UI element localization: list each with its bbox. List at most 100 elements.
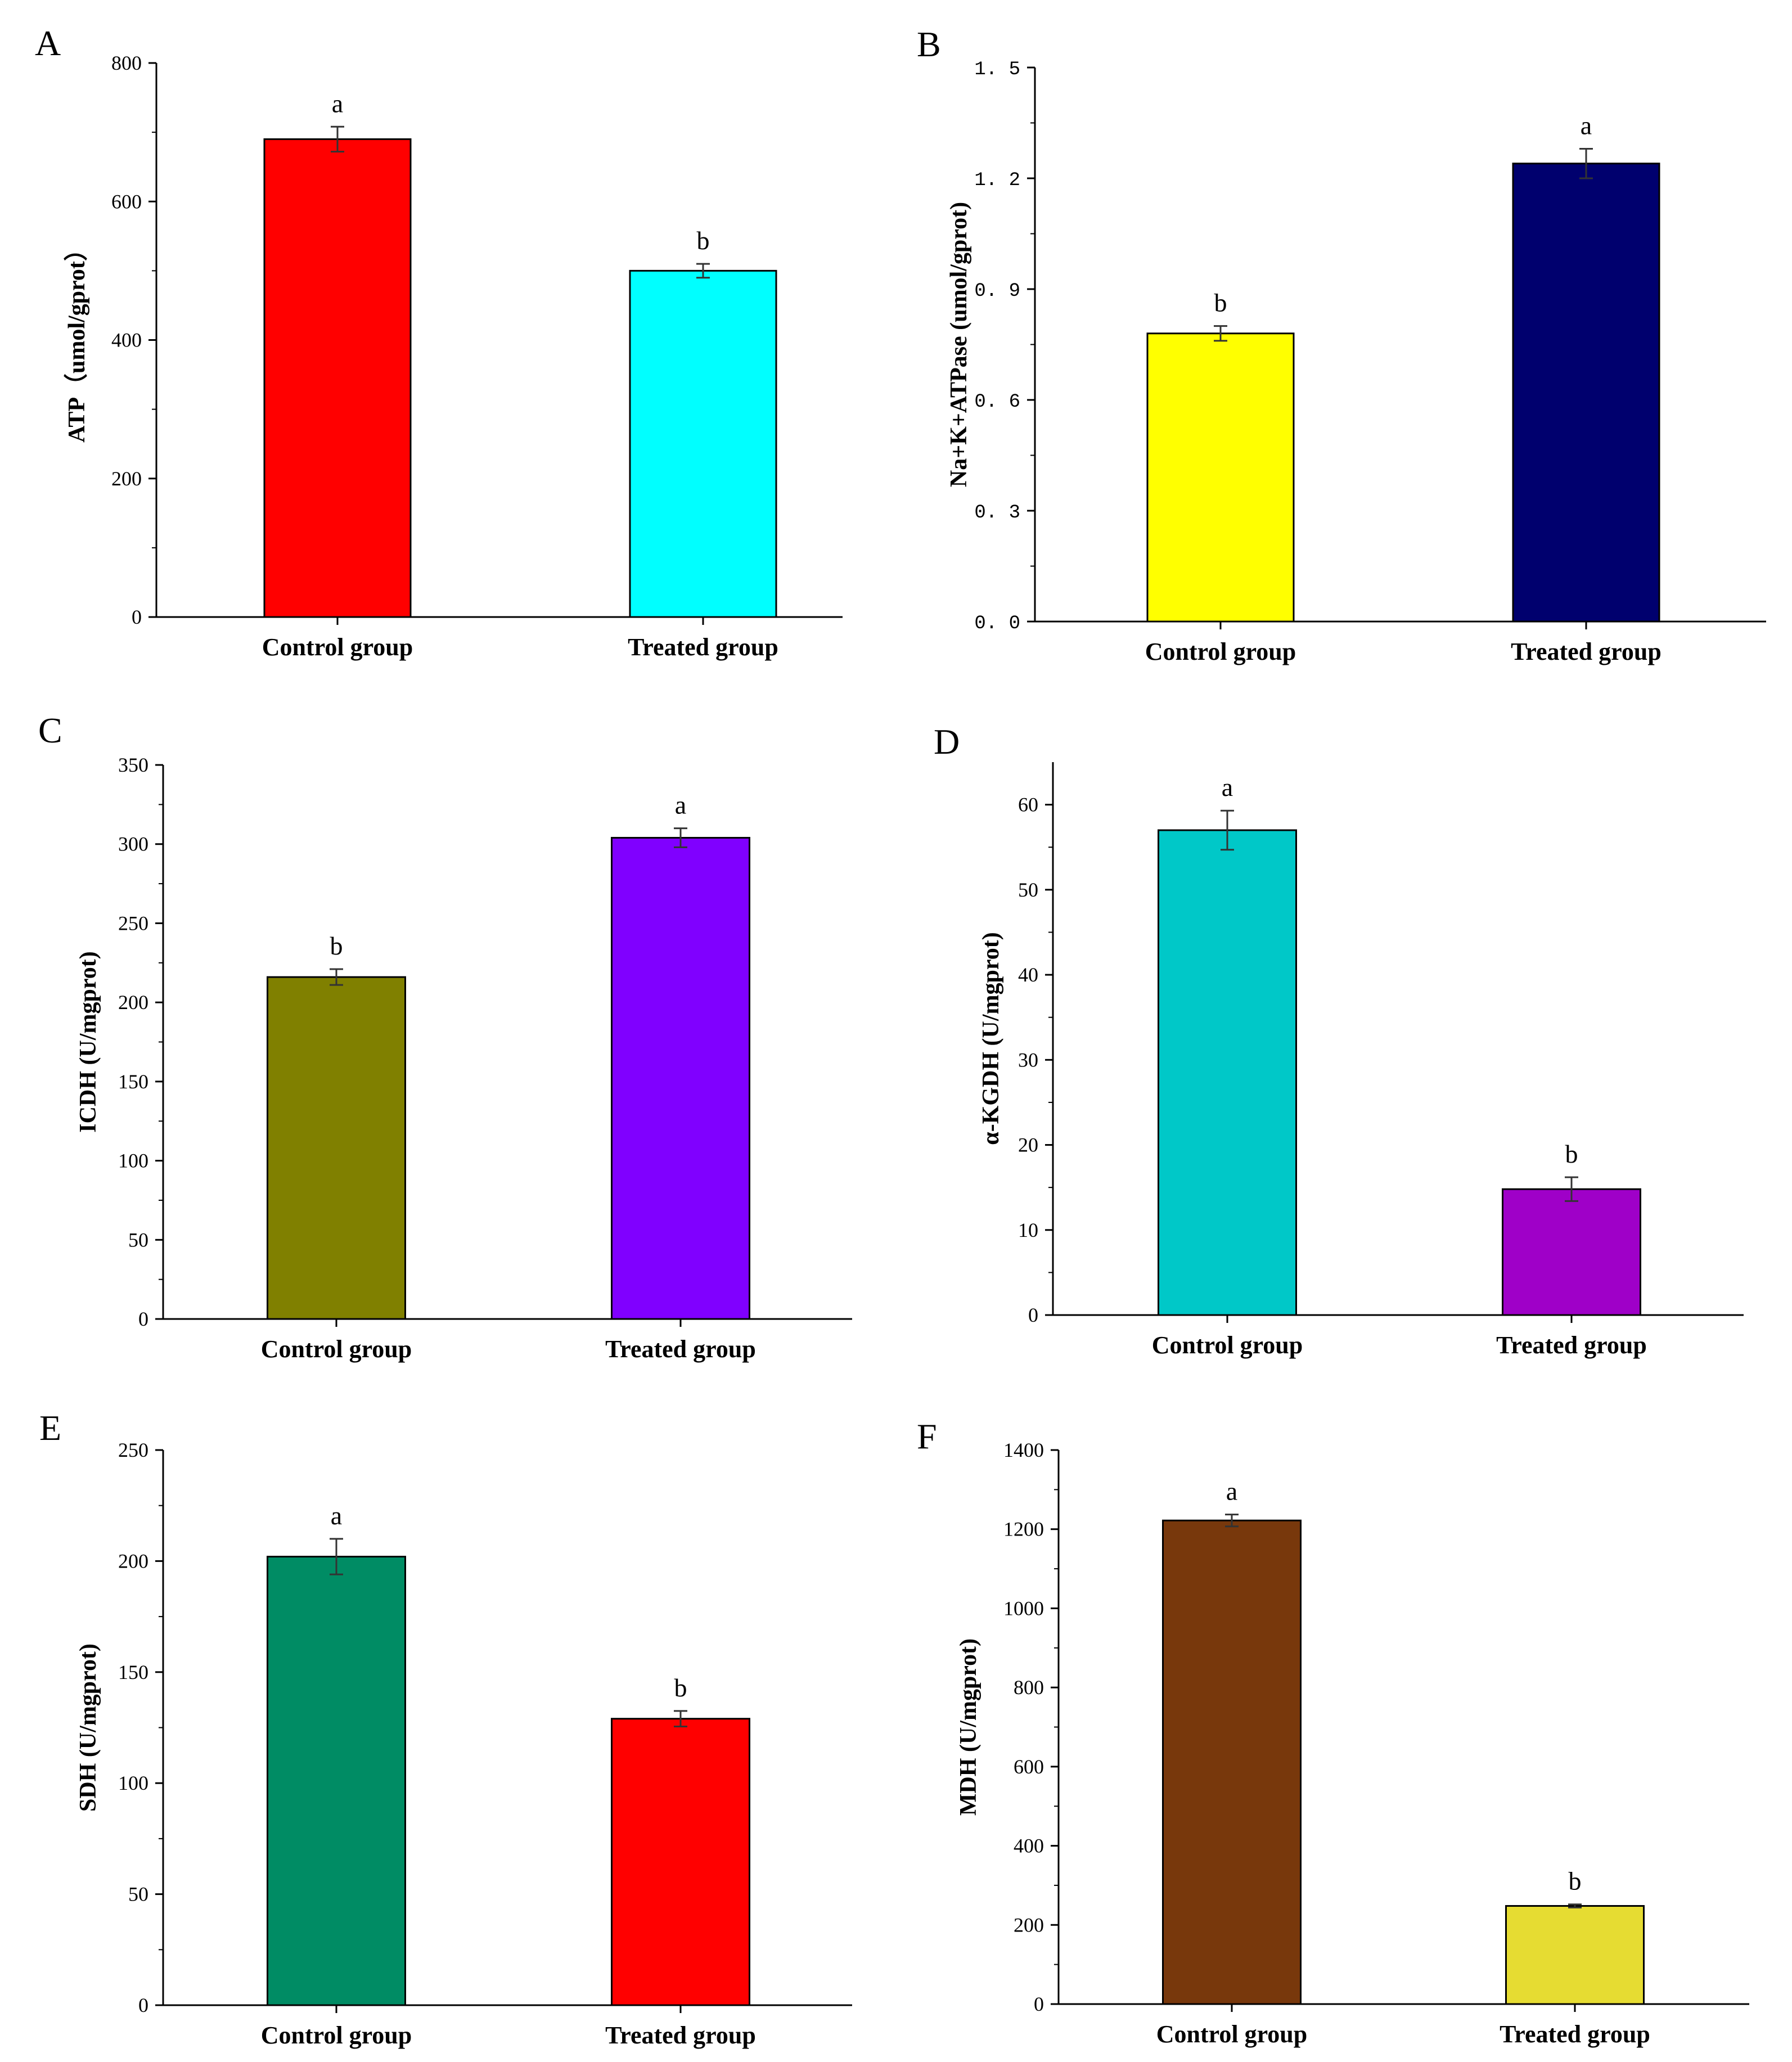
y-tick-label: 0: [138, 1994, 148, 2016]
error-bar: [674, 1710, 687, 1728]
y-tick-label: 150: [118, 1070, 148, 1093]
error-bar: [696, 263, 710, 279]
y-tick-label: 250: [118, 912, 148, 934]
y-tick-label: 0. 6: [974, 391, 1020, 413]
panel-letter: A: [35, 23, 61, 63]
significance-letter: a: [1222, 773, 1233, 802]
x-category-label: Control group: [1152, 1331, 1303, 1359]
y-tick-label: 600: [1014, 1755, 1044, 1778]
error-bar: [1225, 1514, 1239, 1528]
significance-letter: b: [674, 1673, 687, 1702]
error-bar: [1579, 147, 1593, 179]
y-tick-label: 200: [118, 991, 148, 1014]
y-tick-label: 250: [118, 1439, 148, 1461]
significance-letter: a: [1226, 1477, 1237, 1506]
y-tick-label: 1400: [1003, 1439, 1044, 1461]
y-tick-label: 0. 0: [974, 613, 1020, 634]
y-axis-title: Na+K+ATPase (umol/gprot): [946, 202, 972, 487]
y-tick-label: 400: [1014, 1835, 1044, 1857]
y-tick-label: 1. 5: [974, 59, 1020, 80]
bar-control: [1162, 1519, 1302, 2005]
error-bar: [330, 968, 343, 986]
y-tick-label: 30: [1018, 1048, 1038, 1071]
significance-letter: b: [1214, 289, 1227, 317]
x-category-label: Control group: [261, 1335, 412, 1363]
x-category-label: Treated group: [628, 633, 778, 661]
y-tick-label: 100: [118, 1772, 148, 1794]
panel-b: B 0. 0 0. 3 0. 6 0. 9 1. 2 1. 5 Na+K+ATPase (um…: [917, 24, 1766, 665]
panel-c: C 0 50 100 150 200 250 300 350 ICDH (U/mgprot) b Co…: [38, 710, 852, 1363]
y-axis-title: ICDH (U/mgprot): [75, 951, 101, 1132]
bar-control: [1146, 332, 1295, 623]
x-category-label: Control group: [1156, 2020, 1308, 2048]
y-tick-label: 50: [128, 1228, 148, 1251]
bar-treated: [629, 269, 777, 618]
y-tick-label: 10: [1018, 1219, 1038, 1241]
y-tick-label: 0. 9: [974, 281, 1020, 302]
error-bar: [674, 827, 687, 848]
y-tick-label: 60: [1018, 794, 1038, 816]
y-tick-label: 50: [1018, 879, 1038, 901]
significance-letter: a: [1581, 111, 1592, 139]
y-tick-label: 40: [1018, 964, 1038, 986]
y-tick-label: 0: [132, 606, 142, 628]
bar-treated: [611, 1718, 750, 2006]
panel-letter: C: [38, 710, 62, 750]
y-tick-label: 200: [118, 1550, 148, 1572]
x-category-label: Control group: [1145, 638, 1296, 665]
y-tick-label: 20: [1018, 1134, 1038, 1156]
significance-letter: b: [330, 931, 343, 960]
bar-treated: [1512, 163, 1660, 623]
bar-control: [267, 976, 406, 1320]
significance-letter: b: [1569, 1867, 1582, 1896]
panel-letter: F: [917, 1416, 937, 1456]
error-bar: [1565, 1176, 1578, 1202]
y-tick-label: 800: [1014, 1676, 1044, 1699]
y-tick-label: 150: [118, 1661, 148, 1683]
x-category-label: Treated group: [605, 2022, 756, 2049]
y-tick-label: 0: [1034, 1993, 1044, 2015]
y-tick-label: 1200: [1003, 1518, 1044, 1541]
y-tick-label: 400: [111, 329, 142, 352]
significance-letter: a: [331, 1501, 342, 1530]
x-category-label: Control group: [262, 633, 413, 661]
y-tick-label: 0: [138, 1308, 148, 1330]
y-tick-label: 0. 3: [974, 502, 1020, 524]
bar-treated: [1505, 1905, 1645, 2005]
bar-treated: [611, 836, 750, 1320]
y-tick-label: 1. 2: [974, 170, 1020, 191]
x-category-label: Treated group: [1500, 2020, 1650, 2048]
y-tick-label: 200: [111, 467, 142, 490]
bar-control: [1158, 829, 1297, 1316]
y-tick-label: 350: [118, 754, 148, 776]
panel-e: E 0 50 100 150 200 250 SDH (U/mgprot) a Control g…: [39, 1408, 852, 2049]
panel-f: F 0 200 400 600 800 1000 1200 1400 MDH (U/mgprot)…: [917, 1416, 1749, 2048]
x-category-label: Control group: [261, 2022, 412, 2049]
y-axis-title: MDH (U/mgprot): [956, 1638, 981, 1816]
y-tick-label: 100: [118, 1150, 148, 1172]
error-bar: [1568, 1903, 1582, 1908]
x-category-label: Treated group: [605, 1335, 756, 1363]
panel-letter: B: [917, 24, 941, 64]
y-tick-label: 600: [111, 190, 142, 213]
bar-control: [267, 1556, 406, 2006]
y-axis-title: SDH (U/mgprot): [75, 1644, 101, 1812]
panel-d: D 0 10 20 30 40 50 60 α-KGDH (U/mgprot) a Control …: [934, 722, 1744, 1359]
bar-control: [263, 138, 412, 618]
error-bar: [1221, 809, 1234, 851]
y-tick-label: 50: [128, 1883, 148, 1906]
significance-letter: a: [675, 791, 686, 820]
error-bar: [1214, 325, 1227, 342]
x-category-label: Treated group: [1496, 1331, 1647, 1359]
y-tick-label: 800: [111, 52, 142, 74]
y-axis-title: α-KGDH (U/mgprot): [978, 932, 1004, 1145]
bar-treated: [1502, 1188, 1641, 1316]
panel-letter: E: [39, 1408, 61, 1448]
y-tick-label: 200: [1014, 1914, 1044, 1936]
y-tick-label: 300: [118, 833, 148, 856]
panel-letter: D: [934, 722, 960, 762]
y-tick-label: 1000: [1003, 1597, 1044, 1619]
y-axis-title: ATP（umol/gprot）: [64, 237, 90, 443]
x-category-label: Treated group: [1511, 638, 1662, 665]
